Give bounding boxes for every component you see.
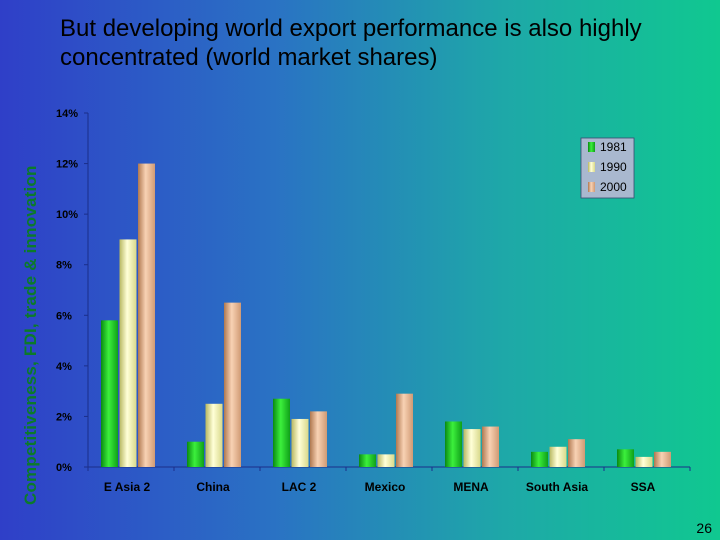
page-number: 26 [696,520,712,536]
bar-1981-lac-2 [273,398,290,467]
bar-2000-e-asia-2 [138,163,155,468]
bars [101,163,671,468]
bar-1981-china [187,441,204,467]
legend: 1981 1990 2000 [580,137,635,199]
bar-2000-mena [482,426,499,467]
y-tick-label: 2% [56,411,72,423]
y-tick-label: 10% [56,209,78,221]
y-tick-label: 12% [56,159,78,171]
category-label: E Asia 2 [104,480,151,494]
category-label: China [196,480,230,494]
legend-swatch-2000 [588,182,595,192]
bar-2000-south-asia [568,439,585,467]
category-labels: E Asia 2 China LAC 2 Mexico MENA South Asia SS… [104,480,656,494]
legend-swatch-1981 [588,142,595,152]
bar-1981-south-asia [531,451,548,467]
bar-2000-ssa [654,451,671,467]
bar-1990-ssa [635,456,653,467]
bar-1990-e-asia-2 [119,239,137,467]
y-tick-label: 0% [56,462,72,474]
y-tick-label: 6% [56,310,72,322]
bar-1990-south-asia [549,446,567,467]
y-tick-label: 8% [56,260,72,272]
category-label: Mexico [365,480,406,494]
bar-1981-mexico [359,454,376,467]
category-label: SSA [631,480,656,494]
y-tick-label: 4% [56,361,72,373]
bar-1990-mexico [377,454,395,467]
bar-1990-lac-2 [291,418,309,467]
bar-1990-china [205,403,223,467]
legend-label-1990: 1990 [600,160,627,174]
legend-label-1981: 1981 [600,140,627,154]
y-tick-label: 14% [56,108,78,120]
bar-1981-mena [445,421,462,467]
bar-1981-e-asia-2 [101,320,118,467]
category-label: LAC 2 [282,480,317,494]
slide-title: But developing world export performance … [60,15,642,71]
y-ticks: 0% 2% 4% 6% 8% 10% 12% 14% [56,108,88,474]
bar-2000-lac-2 [310,411,327,467]
bar-2000-china [224,302,241,467]
category-label: South Asia [526,480,589,494]
legend-label-2000: 2000 [600,180,627,194]
bar-1990-mena [463,429,481,467]
bar-2000-mexico [396,393,413,467]
legend-swatch-1990 [588,162,595,172]
x-ticks [87,467,691,471]
category-label: MENA [453,480,489,494]
bar-1981-ssa [617,449,634,467]
